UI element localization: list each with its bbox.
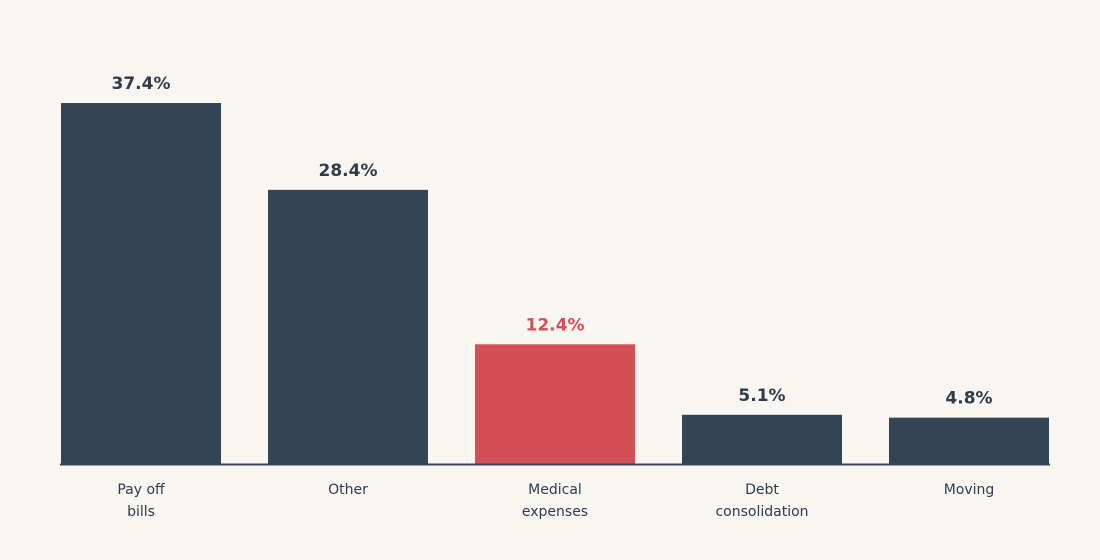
category-label-4: Moving [944,482,995,498]
category-label-3-line-0: Debt [745,482,779,498]
bar-0 [61,103,221,464]
category-label-3: Debt consolidation [715,482,808,520]
category-label-2: Medical expenses [522,482,588,520]
bar-2 [475,344,635,464]
bar-3 [682,414,842,464]
bar-1 [268,189,428,465]
value-label-0: 37.4% [112,74,171,94]
category-label-3-line-1: consolidation [715,504,808,520]
category-label-0-line-0: Pay off [117,482,165,498]
category-label-2-line-0: Medical [528,482,582,498]
category-label-0-line-1: bills [127,504,155,520]
category-label-1: Other [328,482,368,498]
value-label-4: 4.8% [945,389,992,409]
category-label-2-line-1: expenses [522,504,588,520]
value-label-2: 12.4% [526,315,585,335]
category-label-0: Pay off bills [117,482,165,520]
value-label-1: 28.4% [319,161,378,181]
category-label-1-line-0: Other [328,482,368,498]
category-label-4-line-0: Moving [944,482,995,498]
value-label-3: 5.1% [738,386,785,406]
bar-4 [889,417,1049,464]
